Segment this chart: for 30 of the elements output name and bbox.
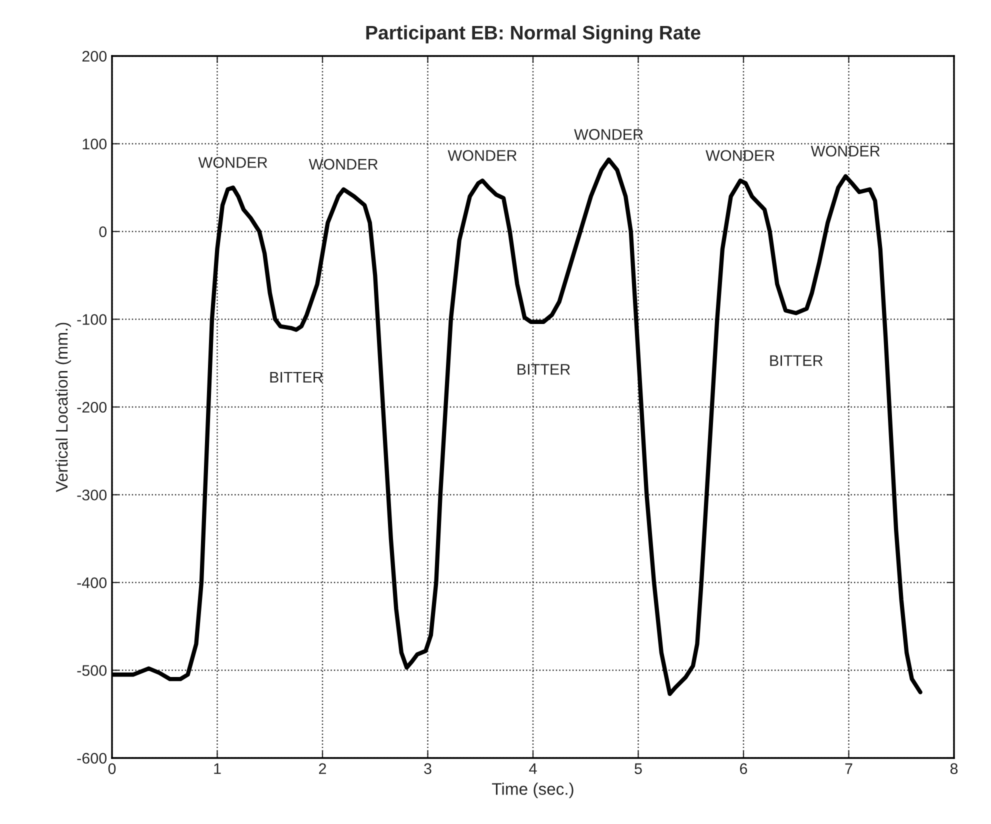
x-tick-label: 4 — [529, 763, 537, 774]
y-tick-label: 100 — [82, 138, 107, 150]
annotation: BITTER — [518, 364, 570, 375]
y-tick-label: 0 — [99, 226, 107, 238]
y-tick-label: 200 — [82, 50, 107, 62]
x-tick-label: 7 — [845, 763, 852, 774]
chart-title: Participant EB: Normal Signing Rate — [366, 25, 700, 44]
y-tick-label: -100 — [77, 314, 107, 325]
y-tick-label: -300 — [77, 490, 107, 500]
x-axis-title: Time (sec.) — [492, 782, 574, 798]
y-tick-label: -500 — [77, 665, 107, 676]
y-tick-label: -400 — [77, 577, 107, 588]
x-tick-label: 0 — [108, 763, 116, 774]
annotation: WONDER — [308, 158, 378, 170]
x-tick-label: 2 — [319, 763, 326, 774]
annotation: WONDER — [574, 129, 643, 140]
x-tick-label: 8 — [950, 763, 958, 774]
annotation: BITTER — [770, 355, 823, 366]
x-tick-label: 1 — [214, 763, 221, 774]
x-tick-label: 3 — [424, 763, 432, 774]
annotation: WONDER — [448, 150, 517, 161]
y-tick-label: -200 — [77, 402, 107, 413]
x-tick-label: 5 — [634, 763, 642, 774]
annotation: WONDER — [706, 150, 774, 161]
y-axis-title: Vertical Location (mm.) — [55, 322, 71, 492]
y-tick-label: -600 — [77, 752, 107, 764]
annotation: BITTER — [270, 372, 323, 383]
annotation: WONDER — [810, 146, 880, 157]
annotation: WONDER — [198, 157, 268, 168]
x-tick-label: 6 — [740, 763, 748, 774]
